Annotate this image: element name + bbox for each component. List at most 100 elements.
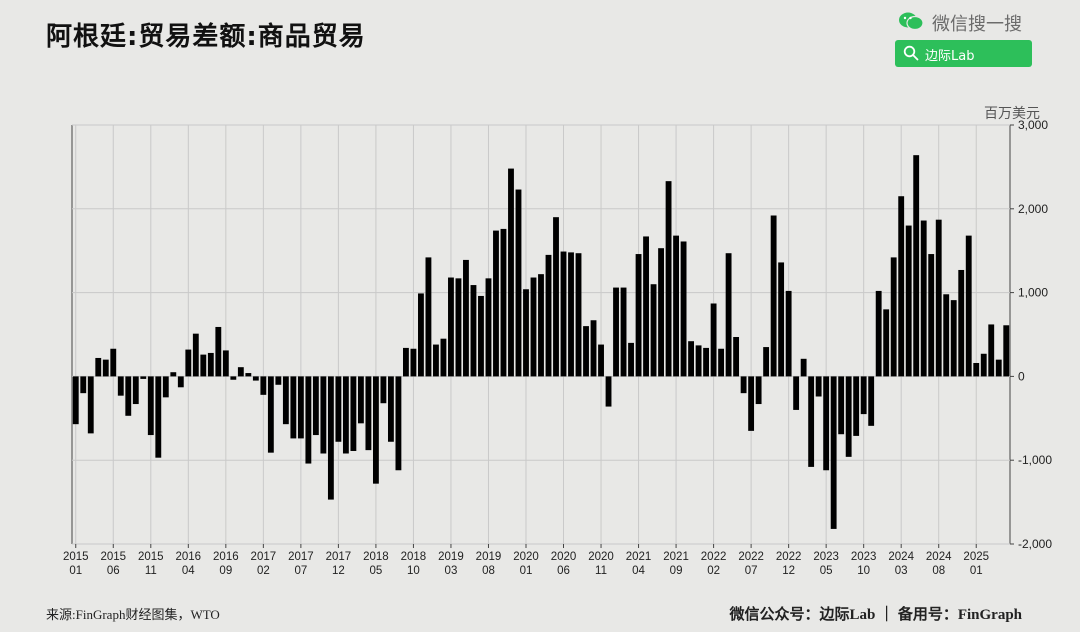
bar (875, 290, 882, 377)
x-tick-label-year: 2017 (326, 551, 352, 563)
bar (387, 376, 394, 442)
bar (252, 376, 259, 381)
bar (538, 274, 544, 377)
bar (928, 254, 935, 377)
bar (995, 359, 1002, 377)
bar (237, 367, 244, 377)
bar (920, 220, 927, 377)
x-tick-label-month: 09 (670, 565, 683, 577)
bar (177, 376, 184, 388)
bar (530, 277, 537, 377)
bar (733, 337, 740, 377)
bar (448, 277, 454, 377)
bar (117, 376, 124, 396)
bar (192, 333, 199, 377)
bar (553, 217, 559, 377)
bar (710, 303, 717, 377)
bar (110, 348, 117, 377)
wechat-search-brand: 微信搜一搜 (896, 8, 1036, 35)
bar (898, 196, 905, 377)
x-tick-label-year: 2022 (776, 551, 802, 563)
x-tick-label-month: 01 (69, 565, 82, 577)
x-tick-label-month: 05 (820, 565, 833, 577)
bar (132, 376, 139, 405)
bar (260, 376, 267, 395)
y-tick-label: 0 (1018, 369, 1025, 383)
bar (943, 294, 950, 377)
x-tick-label-month: 06 (107, 565, 120, 577)
x-tick-label-month: 03 (445, 565, 458, 577)
bar (72, 376, 79, 425)
bar (485, 278, 492, 377)
x-tick-label-month: 07 (294, 565, 307, 577)
bar (725, 253, 732, 377)
bar (290, 376, 297, 439)
chart-title: 阿根廷:贸易差额:商品贸易 (46, 22, 366, 52)
bar (230, 376, 237, 380)
bar (695, 345, 702, 377)
bar (418, 293, 424, 377)
bar (763, 347, 770, 377)
x-tick-label-month: 10 (857, 565, 870, 577)
bar (838, 376, 845, 435)
bar (830, 376, 837, 529)
bar (380, 376, 387, 404)
bar (282, 376, 289, 425)
x-tick-label-year: 2017 (288, 551, 314, 563)
bar (342, 376, 349, 454)
x-tick-label-year: 2025 (963, 551, 989, 563)
bar (905, 225, 912, 377)
bar (357, 376, 364, 424)
x-tick-label-month: 01 (520, 565, 533, 577)
bar (568, 252, 574, 377)
bar (605, 376, 612, 407)
x-tick-label-year: 2015 (100, 551, 126, 563)
bar (560, 251, 567, 377)
x-tick-label-year: 2023 (813, 551, 839, 563)
bar (523, 289, 529, 377)
bar (1003, 325, 1010, 377)
bar (718, 348, 725, 377)
bar (297, 376, 304, 439)
x-tick-label-year: 2021 (663, 551, 689, 563)
bar (440, 338, 447, 377)
x-tick-label-year: 2015 (138, 551, 164, 563)
bar (635, 254, 642, 377)
bar (613, 287, 619, 377)
y-tick-label: 3,000 (1018, 118, 1048, 132)
bar (335, 376, 342, 442)
wechat-icon (899, 12, 924, 31)
bar (365, 376, 372, 451)
x-tick-label-year: 2022 (701, 551, 727, 563)
bar (478, 295, 484, 377)
bar (673, 235, 679, 377)
bar (372, 376, 379, 484)
x-tick-label-year: 2016 (176, 551, 202, 563)
search-button[interactable]: 边际Lab (895, 40, 1032, 67)
x-tick-label-year: 2020 (588, 551, 614, 563)
bar (703, 347, 710, 377)
y-tick-label: -1,000 (1018, 453, 1052, 467)
bar (170, 372, 177, 377)
bar (868, 376, 875, 426)
bar (245, 373, 252, 377)
bar (403, 347, 409, 377)
x-tick-label-year: 2017 (251, 551, 277, 563)
bar (500, 228, 507, 377)
bar (643, 236, 649, 377)
bar (823, 376, 830, 471)
bar (808, 376, 815, 467)
bar (740, 376, 747, 394)
x-tick-label-month: 02 (707, 565, 720, 577)
x-tick-label-year: 2018 (363, 551, 389, 563)
bar (312, 376, 319, 436)
x-tick-label-month: 08 (932, 565, 945, 577)
x-tick-label-month: 04 (182, 565, 195, 577)
wechat-account-note: 微信公众号：边际Lab ｜ 备用号：FinGraph (729, 607, 1022, 623)
x-tick-label-year: 2021 (626, 551, 652, 563)
bar (185, 349, 192, 377)
bar (935, 219, 942, 377)
bar (988, 324, 995, 377)
bar (890, 257, 897, 377)
bar (658, 248, 664, 377)
